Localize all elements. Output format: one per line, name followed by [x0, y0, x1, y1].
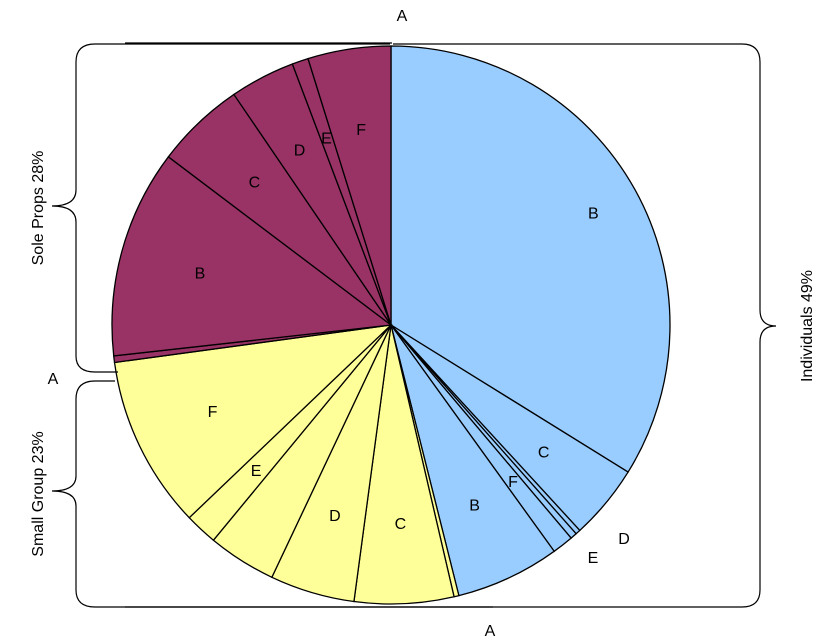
slice-label-sole-props-e-17: E — [321, 131, 332, 148]
small-group-brace — [51, 380, 410, 608]
slice-label-individuals-b-6: B — [469, 498, 480, 515]
pie-slice-individuals-b-1 — [390, 45, 671, 473]
slice-label-individuals-f-5: F — [508, 474, 518, 491]
outside-label-d: D — [618, 531, 630, 548]
slice-label-small-group-f-12: F — [208, 404, 218, 421]
outside-label-e: E — [588, 550, 599, 567]
pie-slice-sole-props-b-14 — [111, 155, 393, 357]
outside-label-top-a: A — [397, 8, 408, 25]
individuals-brace — [393, 43, 777, 608]
slice-label-small-group-c-8: C — [395, 516, 407, 533]
slice-label-small-group-d-9: D — [329, 508, 341, 525]
sole-props-brace — [51, 43, 390, 373]
slice-label-small-group-e-11: E — [251, 463, 262, 480]
slice-label-sole-props-c-15: C — [249, 175, 261, 192]
slice-label-sole-props-f-18: F — [356, 122, 366, 139]
pie-slice-small-group-f-12 — [113, 324, 393, 519]
slice-label-sole-props-d-16: D — [294, 142, 306, 159]
slice-label-individuals-c-2: C — [538, 444, 550, 461]
outside-label-left-a: A — [48, 371, 59, 388]
small-group-group-label: Small Group 23% — [30, 431, 47, 556]
sole-props-group-label: Sole Props 28% — [30, 151, 47, 266]
slice-label-individuals-b-1: B — [588, 205, 599, 222]
pie-slice-sole-props-f-18 — [307, 45, 392, 326]
slice-label-sole-props-b-14: B — [195, 266, 206, 283]
individuals-group-label: Individuals 49% — [799, 270, 816, 382]
outside-label-bottom-a: A — [485, 623, 496, 640]
pie-slices — [111, 45, 671, 605]
